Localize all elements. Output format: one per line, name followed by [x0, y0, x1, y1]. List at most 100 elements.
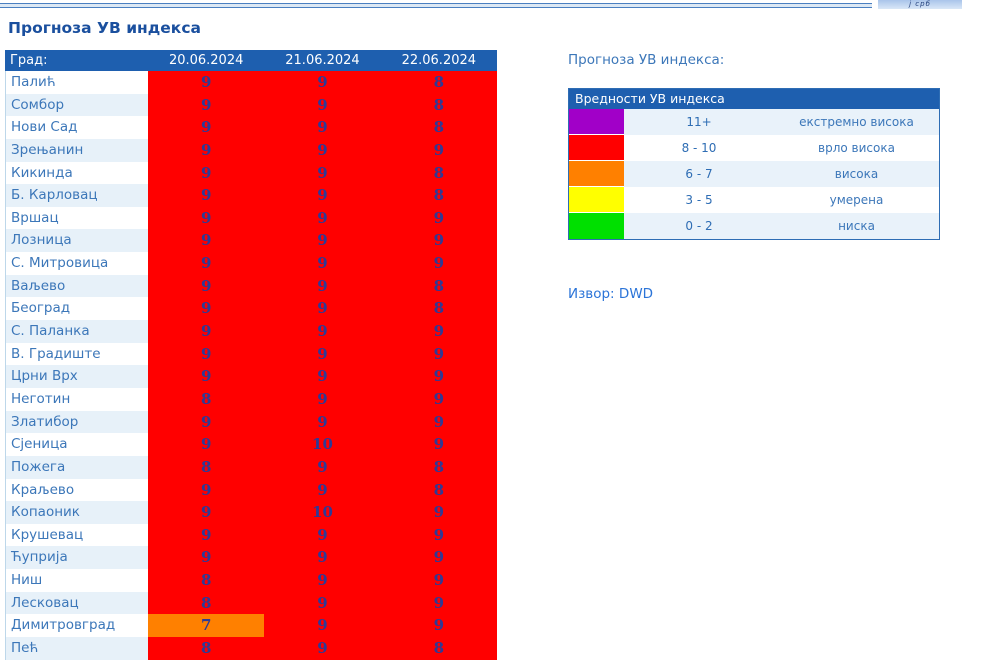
uv-range: 6 - 7: [685, 167, 713, 181]
uv-value-cell: 9: [264, 138, 381, 162]
table-row: Крушевац 9 9 9: [5, 523, 497, 547]
city-name-cell: Сомбор: [5, 93, 148, 117]
table-row: Сомбор 9 9 8: [5, 93, 497, 117]
color-swatch: [569, 161, 624, 187]
source-link[interactable]: DWD: [618, 286, 654, 302]
color-swatch: [569, 187, 624, 213]
uv-value-cell: 9: [148, 342, 265, 366]
city-name-cell: Кикинда: [5, 161, 148, 185]
city-name-cell: Ћуприја: [5, 546, 148, 570]
legend-row: 8 - 10 врло висока: [569, 135, 939, 161]
city-name-cell: Краљево: [5, 478, 148, 502]
uv-value-cell: 9: [148, 523, 265, 547]
table-row: Ћуприја 9 9 9: [5, 546, 497, 570]
uv-value-cell: 9: [264, 274, 381, 298]
uv-value-cell: 8: [380, 71, 497, 94]
uv-value-cell: 9: [380, 569, 497, 592]
uv-value-cell: 9: [380, 501, 497, 524]
uv-value-cell: 9: [264, 252, 381, 275]
uv-value-cell: 9: [264, 637, 381, 660]
table-row: Пећ 8 9 8: [5, 637, 497, 660]
uv-value-cell: 8: [380, 161, 497, 185]
legend-row: 6 - 7 висока: [569, 161, 939, 187]
city-name-cell: Црни Врх: [5, 365, 148, 388]
column-header-date: 22.06.2024: [401, 53, 477, 68]
city-name-cell: Златибор: [5, 410, 148, 434]
uv-value-cell: 9: [264, 546, 381, 570]
city-name-cell: Пећ: [5, 637, 148, 660]
uv-category-label: висока: [834, 167, 879, 181]
uv-value-cell: 9: [264, 591, 381, 615]
table-row: Димитровград 7 9 9: [5, 614, 497, 638]
uv-value-cell: 8: [380, 93, 497, 117]
city-name-cell: Лесковац: [5, 591, 148, 615]
uv-value-cell: 9: [264, 342, 381, 366]
table-row: Вршац 9 9 9: [5, 206, 497, 230]
uv-value-cell: 9: [380, 546, 497, 570]
table-row: Црни Врх 9 9 9: [5, 365, 497, 388]
uv-value-cell: 8: [148, 387, 265, 411]
uv-value-cell: 9: [380, 614, 497, 638]
table-row: С. Митровица 9 9 9: [5, 252, 497, 275]
city-name-cell: Зрењанин: [5, 138, 148, 162]
uv-category-label: ниска: [838, 219, 875, 233]
uv-value-cell: 8: [380, 478, 497, 502]
page-title: Прогноза УВ индекса: [8, 19, 201, 37]
column-header-date: 20.06.2024: [168, 53, 244, 68]
table-row: Ниш 8 9 9: [5, 569, 497, 592]
table-row: Лесковац 8 9 9: [5, 591, 497, 615]
legend-row: 11+ екстремно висока: [569, 109, 939, 135]
uv-value-cell: 9: [148, 138, 265, 162]
table-row: Краљево 9 9 8: [5, 478, 497, 502]
uv-value-cell: 9: [264, 410, 381, 434]
uv-value-cell: 9: [380, 365, 497, 388]
color-swatch: [569, 135, 624, 161]
uv-value-cell: 9: [148, 501, 265, 524]
uv-value-cell: 9: [148, 71, 265, 94]
uv-value-cell: 9: [148, 478, 265, 502]
city-name-cell: Вршац: [5, 206, 148, 230]
table-row: С. Паланка 9 9 9: [5, 320, 497, 343]
uv-value-cell: 8: [148, 569, 265, 592]
table-row: Копаоник 9 10 9: [5, 501, 497, 524]
site-logo-image: ј срб: [878, 0, 962, 9]
column-header-date: 21.06.2024: [285, 53, 360, 68]
uv-value-cell: 9: [148, 410, 265, 434]
uv-value-cell: 9: [148, 320, 265, 343]
city-name-cell: Неготин: [5, 387, 148, 411]
city-name-cell: Лозница: [5, 229, 148, 253]
uv-forecast-table: Град: 20.06.2024 21.06.2024 22.06.2024 Пал…: [5, 50, 497, 660]
uv-value-cell: 9: [380, 229, 497, 253]
uv-value-cell: 9: [264, 478, 381, 502]
uv-range: 8 - 10: [681, 141, 717, 155]
uv-value-cell: 9: [380, 523, 497, 547]
uv-value-cell: 8: [380, 116, 497, 139]
city-name-cell: Копаоник: [5, 501, 148, 524]
table-row: Лозница 9 9 9: [5, 229, 497, 253]
uv-value-cell: 9: [148, 206, 265, 230]
table-row: Б. Карловац 9 9 8: [5, 184, 497, 207]
table-row: Сјеница 9 10 9: [5, 433, 497, 456]
uv-value-cell: 9: [264, 93, 381, 117]
uv-value-cell: 9: [148, 229, 265, 253]
table-row: Палић 9 9 8: [5, 71, 497, 94]
uv-value-cell: 9: [148, 433, 265, 456]
color-swatch: [569, 109, 624, 135]
source-text: Извор: DWD: [568, 286, 653, 302]
table-row: Нови Сад 9 9 8: [5, 116, 497, 139]
uv-value-cell: 9: [264, 614, 381, 638]
table-row: В. Градиште 9 9 9: [5, 342, 497, 366]
city-name-cell: Сјеница: [5, 433, 148, 456]
city-name-cell: Димитровград: [5, 614, 148, 638]
legend-row: 3 - 5 умерена: [569, 187, 939, 213]
logo-text-fragment: ј срб: [909, 0, 931, 8]
city-name-cell: Крушевац: [5, 523, 148, 547]
city-name-cell: Ваљево: [5, 274, 148, 298]
uv-value-cell: 9: [148, 161, 265, 185]
city-name-cell: В. Градиште: [5, 342, 148, 366]
table-row: Неготин 8 9 9: [5, 387, 497, 411]
uv-value-cell: 10: [264, 433, 381, 456]
uv-value-cell: 9: [380, 206, 497, 230]
uv-value-cell: 9: [264, 320, 381, 343]
uv-value-cell: 8: [148, 591, 265, 615]
